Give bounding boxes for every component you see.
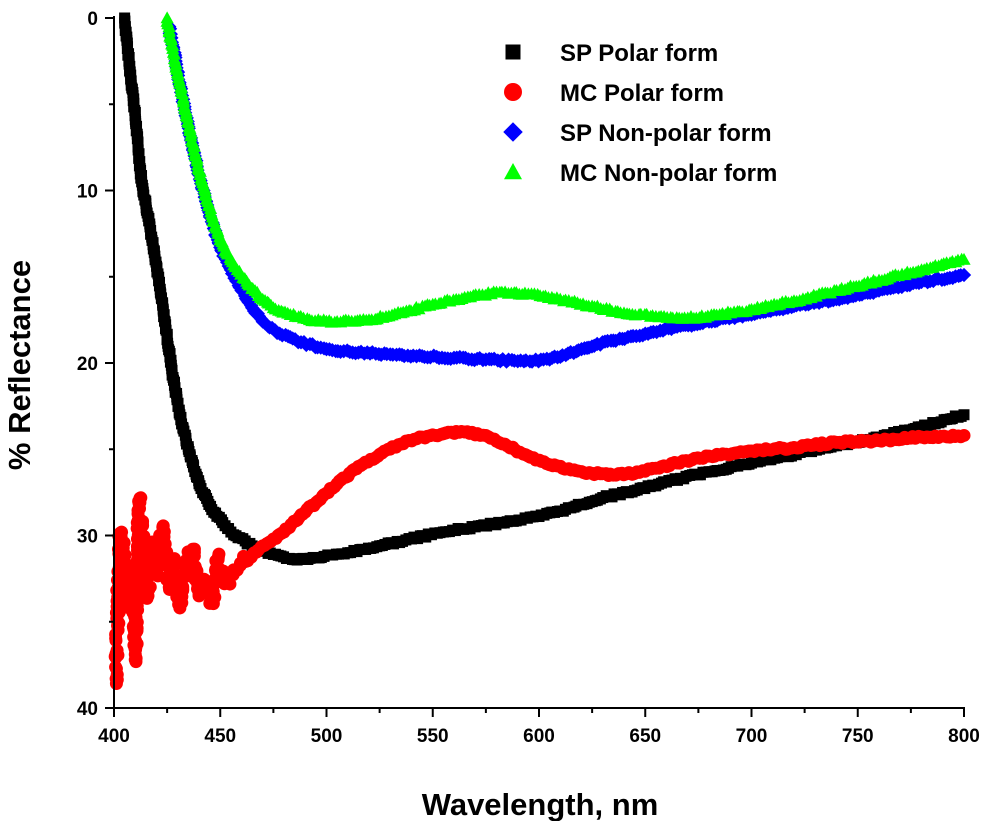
data-point [338,548,350,560]
y-axis-title: % Reflectance [2,260,37,470]
data-point [109,662,123,676]
x-tick-label: 700 [736,726,768,747]
x-tick-label: 600 [523,726,555,747]
y-tick-label: 40 [77,699,98,720]
data-point [211,550,225,564]
data-point [434,527,446,539]
data-point [135,172,147,184]
series-mc-polar-form [108,424,971,691]
y-tick-label: 30 [77,527,98,548]
axes: 400 450 500 550 600 650 700 750 800 0 10 20 30 40 [77,9,980,747]
legend-label: MC Non-polar form [560,160,777,187]
data-point [143,580,157,594]
data-point [168,558,182,572]
legend-entry: MC Polar form [504,80,724,107]
data-point [187,549,201,563]
x-tick-label: 750 [842,726,874,747]
data-point [594,493,606,505]
data-point [176,580,190,594]
x-tick-label: 450 [204,726,236,747]
legend-marker [504,163,522,180]
legend-marker [503,122,523,142]
data-point [179,103,193,116]
data-point [223,523,235,535]
x-tick-label: 400 [98,726,130,747]
data-point [912,421,924,433]
legend: SP Polar form MC Polar form SP Non-polar f… [503,40,777,187]
data-point [150,563,164,577]
data-point [743,458,755,470]
data-point [955,410,967,422]
data-point [475,352,491,368]
data-point [198,184,212,197]
data-point [562,502,574,514]
y-tick-label: 0 [87,9,98,30]
data-point [117,536,131,550]
data-marks [108,11,972,691]
x-tick-label: 550 [417,726,449,747]
legend-marker [504,83,522,101]
data-point [133,502,147,516]
data-point [700,466,712,478]
data-point [955,252,969,265]
data-point [123,51,135,63]
legend-label: SP Polar form [560,40,718,67]
y-tick-label: 20 [77,354,98,375]
x-tick-label: 500 [311,726,343,747]
x-axis-title: Wavelength, nm [422,787,659,821]
data-point [953,268,968,283]
data-point [550,291,564,304]
data-point [371,541,383,553]
data-point [109,647,123,661]
data-point [129,636,143,650]
legend-label: MC Polar form [560,80,724,107]
data-point [205,500,217,512]
x-tick-label: 650 [629,726,661,747]
data-point [136,519,150,533]
data-point [498,517,510,529]
data-point [466,521,478,533]
legend-marker [505,44,521,60]
data-point [954,430,968,444]
legend-entry: SP Non-polar form [503,120,772,147]
legend-label: SP Non-polar form [560,120,772,147]
x-tick-label: 800 [948,726,980,747]
data-point [307,551,319,563]
legend-entry: SP Polar form [505,40,718,67]
legend-entry: MC Non-polar form [504,160,777,187]
y-tick-label: 10 [77,182,98,203]
data-point [127,87,139,99]
series-mc-non-polar-form [160,11,971,328]
